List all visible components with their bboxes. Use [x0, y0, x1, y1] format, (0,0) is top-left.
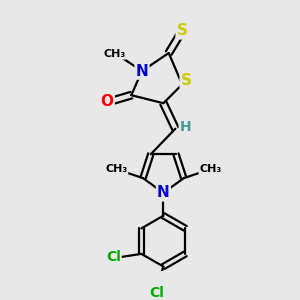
Text: S: S: [177, 23, 188, 38]
Text: Cl: Cl: [106, 250, 121, 264]
Text: N: N: [157, 185, 170, 200]
Text: CH₃: CH₃: [103, 49, 126, 59]
Text: O: O: [101, 94, 114, 110]
Text: Cl: Cl: [149, 286, 164, 300]
Text: S: S: [181, 73, 192, 88]
Text: CH₃: CH₃: [105, 164, 128, 174]
Text: N: N: [136, 64, 148, 79]
Text: CH₃: CH₃: [200, 164, 222, 174]
Text: H: H: [180, 120, 191, 134]
